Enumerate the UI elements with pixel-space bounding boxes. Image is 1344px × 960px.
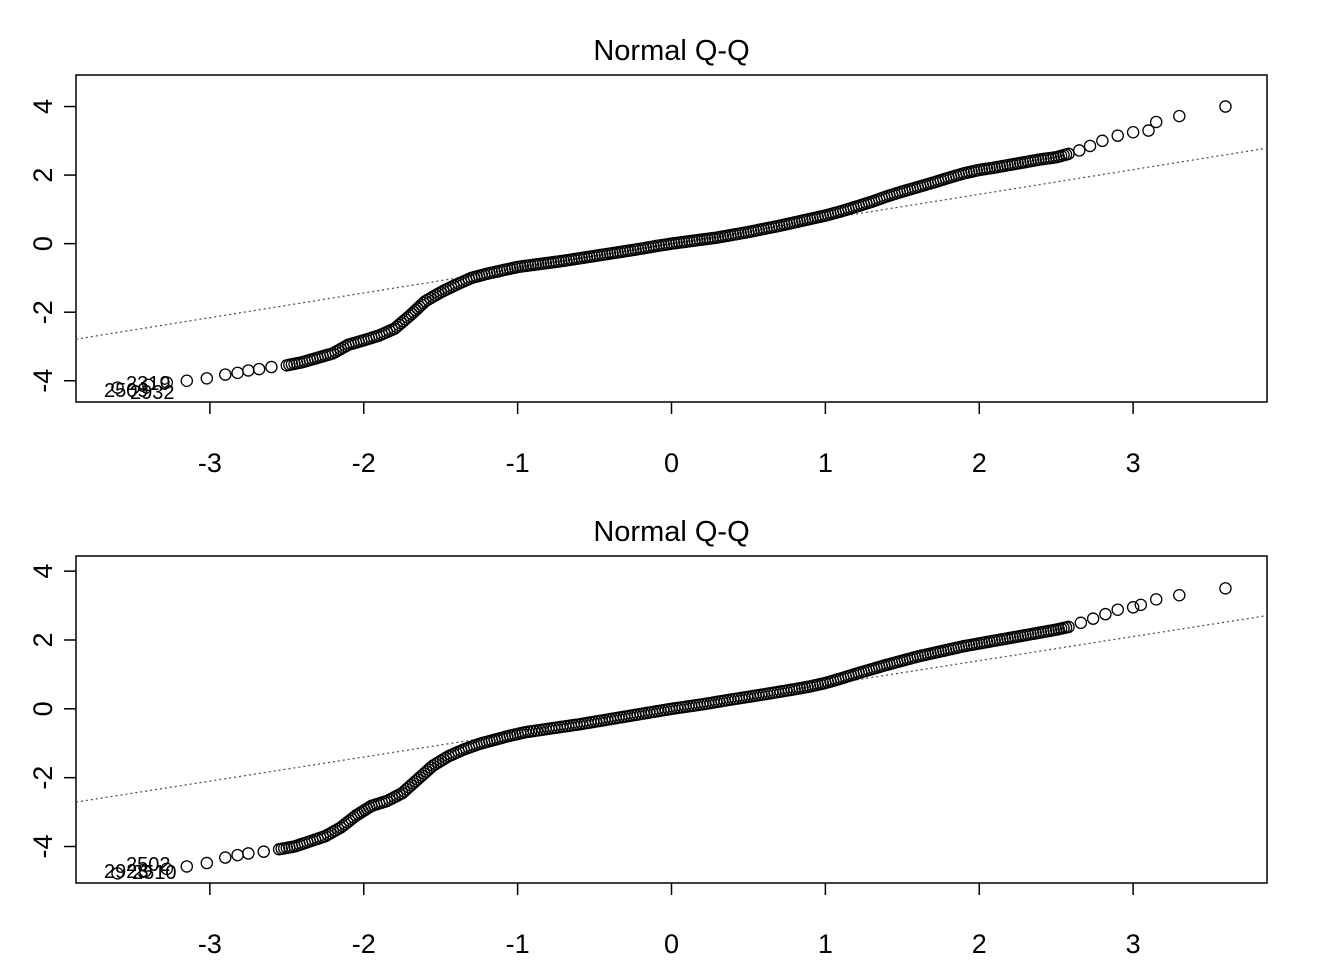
reference-line: [76, 614, 1267, 803]
data-point: [1219, 582, 1232, 595]
data-point: [160, 376, 174, 389]
data-point: [1062, 620, 1075, 634]
x-tick-label: 2: [972, 448, 987, 478]
data-point: [1096, 134, 1109, 148]
plot-frame: [75, 555, 1268, 884]
data-point: [231, 366, 244, 380]
outlier-label: 2932: [130, 382, 175, 404]
x-tick-label: 1: [818, 448, 833, 478]
chart-title: Normal Q-Q: [593, 516, 749, 548]
data-point: [1142, 124, 1155, 137]
y-tick-label: 0: [28, 701, 58, 716]
data-point: [111, 867, 124, 880]
y-tick-label: -2: [28, 766, 58, 790]
data-point: [1219, 100, 1232, 113]
data-point: [1173, 588, 1186, 602]
data-point: [1099, 607, 1112, 621]
y-tick-label: -2: [28, 300, 58, 324]
x-tick-label: -3: [198, 448, 222, 478]
data-point: [252, 362, 266, 376]
x-tick-label: 0: [664, 448, 679, 478]
x-tick-label: -1: [506, 929, 530, 959]
data-point: [242, 847, 255, 860]
data-point: [180, 374, 194, 387]
x-tick-label: -2: [352, 929, 376, 959]
data-point: [219, 368, 232, 381]
y-tick-label: 4: [28, 99, 58, 114]
data-point: [1149, 593, 1163, 606]
x-tick-label: 0: [664, 929, 679, 959]
x-tick-label: 3: [1126, 448, 1141, 478]
data-point: [1126, 601, 1140, 614]
y-tick-label: 4: [28, 564, 58, 579]
y-tick-label: 0: [28, 236, 58, 251]
x-tick-label: 1: [818, 929, 833, 959]
y-tick-label: 2: [28, 632, 58, 647]
data-point: [200, 372, 214, 385]
data-point: [242, 364, 255, 377]
data-point: [1073, 144, 1086, 157]
data-point: [257, 845, 270, 858]
outlier-label: 2502: [126, 854, 171, 876]
data-point: [1126, 125, 1140, 139]
y-tick-label: 2: [28, 168, 58, 183]
x-tick-label: -2: [352, 448, 376, 478]
data-point: [138, 865, 152, 878]
x-tick-label: -1: [506, 448, 530, 478]
data-point: [160, 862, 174, 876]
data-point: [111, 381, 124, 394]
data-point: [1083, 139, 1097, 153]
data-point: [1134, 598, 1148, 612]
y-tick-label: -4: [28, 369, 58, 393]
data-point: [1149, 115, 1163, 129]
data-point: [142, 378, 155, 392]
data-point: [1086, 612, 1100, 625]
data-point: [219, 851, 232, 864]
data-point: [345, 812, 358, 826]
outlier-label: 2510: [132, 862, 177, 884]
data-point: [180, 860, 194, 873]
reference-line: [76, 147, 1267, 340]
outlier-label: 2923: [104, 861, 149, 883]
data-point: [231, 848, 244, 862]
data-point: [1111, 129, 1124, 142]
x-tick-label: -3: [198, 929, 222, 959]
data-point: [200, 856, 214, 870]
data-point: [1173, 109, 1186, 123]
x-tick-label: 2: [972, 929, 987, 959]
outlier-label: 2509: [104, 380, 149, 402]
data-points: [111, 582, 1232, 880]
y-tick-label: -4: [28, 835, 58, 859]
outlier-label: 2319: [126, 373, 171, 395]
data-points: [111, 100, 1232, 394]
data-point: [1111, 603, 1124, 616]
data-point: [1074, 616, 1088, 630]
chart-title: Normal Q-Q: [593, 35, 749, 67]
x-tick-label: 3: [1126, 929, 1141, 959]
data-point: [265, 360, 278, 374]
